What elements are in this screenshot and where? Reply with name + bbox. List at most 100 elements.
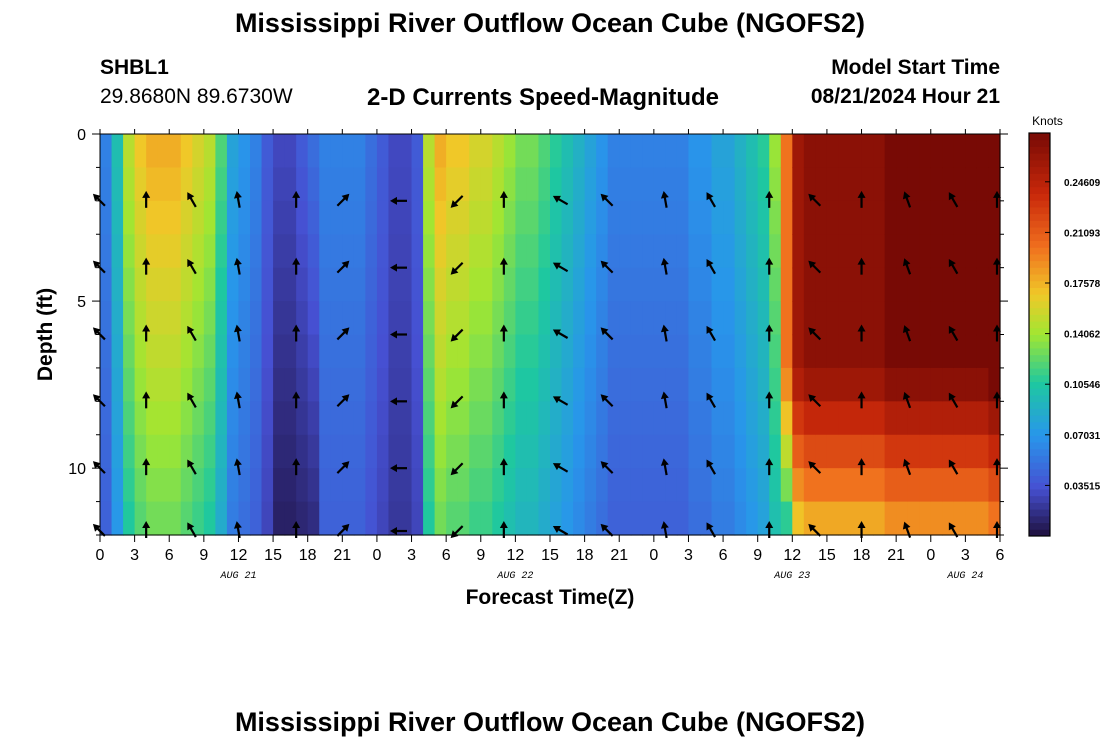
heatmap-cell	[988, 200, 1001, 235]
heatmap-cell	[238, 234, 251, 269]
model-start-label: Model Start Time	[831, 56, 1000, 79]
arrow-head	[552, 396, 561, 404]
current-arrow	[902, 325, 912, 342]
arrow-head	[706, 259, 714, 268]
heatmap-cell	[873, 167, 886, 202]
heatmap-cell	[238, 167, 251, 202]
heatmap-cell	[319, 301, 332, 336]
heatmap-cell	[330, 134, 343, 169]
current-arrow	[857, 391, 866, 409]
heatmap-cell	[792, 501, 805, 536]
current-arrow	[499, 458, 508, 476]
heatmap-cell	[746, 401, 759, 436]
heatmap-cell	[538, 501, 551, 536]
heatmap-cell	[850, 134, 863, 169]
colorbar-segment	[1029, 200, 1050, 208]
heatmap-cell	[330, 267, 343, 302]
heatmap-cell	[630, 401, 643, 436]
arrow-head	[765, 324, 774, 332]
heatmap-cell	[123, 334, 136, 369]
heatmap-cell	[296, 301, 309, 336]
heatmap-cell	[492, 301, 505, 336]
current-arrow	[142, 190, 151, 208]
heatmap-cell	[446, 267, 459, 302]
current-arrow	[600, 461, 614, 474]
current-arrow	[808, 260, 822, 274]
heatmap-cell	[446, 468, 459, 503]
heatmap-cell	[423, 367, 436, 402]
heatmap-cell	[665, 334, 678, 369]
heatmap-cell	[365, 367, 378, 402]
arrow-head	[450, 333, 459, 342]
heatmap-cell	[907, 501, 920, 536]
colorbar-tick-label: 0.21093	[1064, 228, 1100, 239]
heatmap-cell	[930, 501, 943, 536]
heatmap-cell	[353, 434, 366, 469]
current-arrow	[600, 327, 614, 341]
heatmap-cell	[400, 501, 413, 536]
heatmap-cell	[123, 434, 136, 469]
heatmap-cell	[930, 267, 943, 302]
heatmap-cell	[965, 501, 978, 536]
heatmap-cell	[953, 267, 966, 302]
heatmap-cell	[273, 301, 286, 336]
heatmap-cell	[273, 234, 286, 269]
heatmap-cell	[642, 334, 655, 369]
heatmap-cell	[769, 468, 782, 503]
heatmap-cell	[400, 367, 413, 402]
heatmap-cell	[423, 401, 436, 436]
heatmap-cell	[330, 334, 343, 369]
colorbar-segment	[1029, 441, 1050, 450]
heatmap-cell	[711, 301, 724, 336]
arrow-head	[499, 190, 508, 198]
arrow-head	[765, 190, 774, 198]
heatmap-cell	[457, 234, 470, 269]
heatmap-cell	[261, 501, 274, 536]
heatmap-cell	[134, 501, 147, 536]
heatmap-cell	[284, 234, 297, 269]
heatmap-cell	[700, 367, 713, 402]
arrow-head	[948, 459, 956, 468]
x-tick-label: 15	[818, 547, 836, 564]
x-tick-label: 18	[576, 547, 594, 564]
arrow-head	[660, 190, 669, 199]
x-tick-label: 18	[853, 547, 871, 564]
station-id: SHBL1	[100, 56, 169, 79]
arrow-head	[552, 526, 561, 533]
heatmap-cell	[434, 200, 447, 235]
heatmap-cell	[815, 401, 828, 436]
heatmap-cell	[965, 301, 978, 336]
heatmap-cell	[561, 334, 574, 369]
heatmap-cell	[665, 167, 678, 202]
heatmap-cell	[296, 434, 309, 469]
current-arrow	[660, 190, 669, 208]
heatmap-cell	[480, 134, 493, 169]
arrow-head	[142, 458, 151, 466]
heatmap-cell	[930, 234, 943, 269]
heatmap-cell	[803, 200, 816, 235]
heatmap-cell	[134, 301, 147, 336]
heatmap-cell	[965, 434, 978, 469]
heatmap-cell	[815, 301, 828, 336]
heatmap-cell	[538, 167, 551, 202]
heatmap-cell	[503, 200, 516, 235]
heatmap-cell	[919, 234, 932, 269]
heatmap-cell	[480, 401, 493, 436]
heatmap-cell	[307, 267, 320, 302]
heatmap-cell	[423, 301, 436, 336]
current-arrow	[948, 192, 959, 208]
heatmap-cell	[400, 468, 413, 503]
current-arrow	[336, 260, 350, 274]
heatmap-cell	[434, 134, 447, 169]
heatmap-cell	[469, 301, 482, 336]
heatmap-cell	[376, 267, 390, 302]
current-arrow	[765, 458, 774, 476]
current-arrow	[706, 459, 716, 475]
colorbar-segment	[1029, 240, 1050, 248]
heatmap-cell	[169, 200, 182, 235]
heatmap-cell	[169, 501, 182, 536]
colorbar-segment	[1029, 300, 1050, 309]
heatmap-cell	[388, 367, 401, 402]
arrow-head	[390, 464, 397, 473]
arrow-head	[341, 394, 350, 403]
